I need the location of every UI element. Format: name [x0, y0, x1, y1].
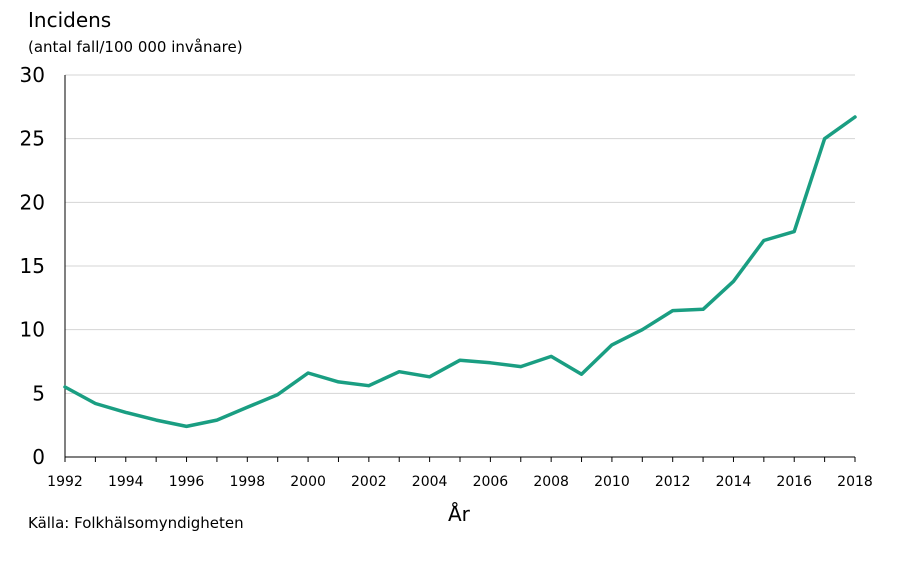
x-tick-label-2014: 2014 [716, 474, 752, 490]
y-tick-label-0: 0 [32, 445, 45, 469]
y-tick-label-30: 30 [20, 63, 45, 87]
data-point-2018 [853, 115, 857, 119]
data-point-2011 [640, 328, 644, 332]
data-point-1994 [124, 410, 128, 414]
data-point-2002 [367, 384, 371, 388]
y-tick-label-15: 15 [20, 254, 45, 278]
y-axis-unit: (antal fall/100 000 invånare) [28, 38, 243, 56]
data-point-2000 [306, 371, 310, 375]
x-tick-label-2010: 2010 [594, 474, 630, 490]
data-point-2003 [397, 370, 401, 374]
data-point-2010 [610, 343, 614, 347]
y-tick-label-5: 5 [32, 381, 45, 405]
data-point-1993 [93, 402, 97, 406]
source-note: Källa: Folkhälsomyndigheten [28, 514, 244, 532]
data-point-2008 [549, 354, 553, 358]
x-tick-label-1994: 1994 [108, 474, 144, 490]
data-point-2016 [792, 230, 796, 234]
y-tick-label-20: 20 [20, 190, 45, 214]
data-point-2014 [731, 279, 735, 283]
x-tick-label-2006: 2006 [473, 474, 509, 490]
y-tick-label-10: 10 [20, 318, 45, 342]
data-point-1997 [215, 418, 219, 422]
data-point-2009 [580, 372, 584, 376]
data-point-2001 [336, 380, 340, 384]
x-tick-label-2008: 2008 [533, 474, 569, 490]
x-tick-label-2000: 2000 [290, 474, 326, 490]
data-point-2013 [701, 307, 705, 311]
x-tick-label-1996: 1996 [169, 474, 205, 490]
x-tick-label-1998: 1998 [229, 474, 265, 490]
data-point-2017 [823, 137, 827, 141]
y-axis-title: Incidens [28, 8, 112, 32]
data-point-1992 [63, 385, 67, 389]
data-point-1996 [185, 424, 189, 428]
data-point-1998 [245, 405, 249, 409]
x-tick-label-2002: 2002 [351, 474, 387, 490]
data-point-2006 [488, 361, 492, 365]
data-point-2007 [519, 365, 523, 369]
x-tick-label-1992: 1992 [47, 474, 83, 490]
data-point-2005 [458, 358, 462, 362]
data-point-1995 [154, 418, 158, 422]
x-tick-label-2016: 2016 [776, 474, 812, 490]
data-point-2004 [428, 375, 432, 379]
x-tick-label-2004: 2004 [412, 474, 448, 490]
data-point-2015 [762, 239, 766, 243]
y-tick-label-25: 25 [20, 127, 45, 151]
x-tick-label-2018: 2018 [837, 474, 873, 490]
data-point-1999 [276, 393, 280, 397]
series-line [63, 115, 857, 429]
x-tick-label-2012: 2012 [655, 474, 691, 490]
data-point-2012 [671, 309, 675, 313]
x-axis-title: År [448, 502, 470, 526]
